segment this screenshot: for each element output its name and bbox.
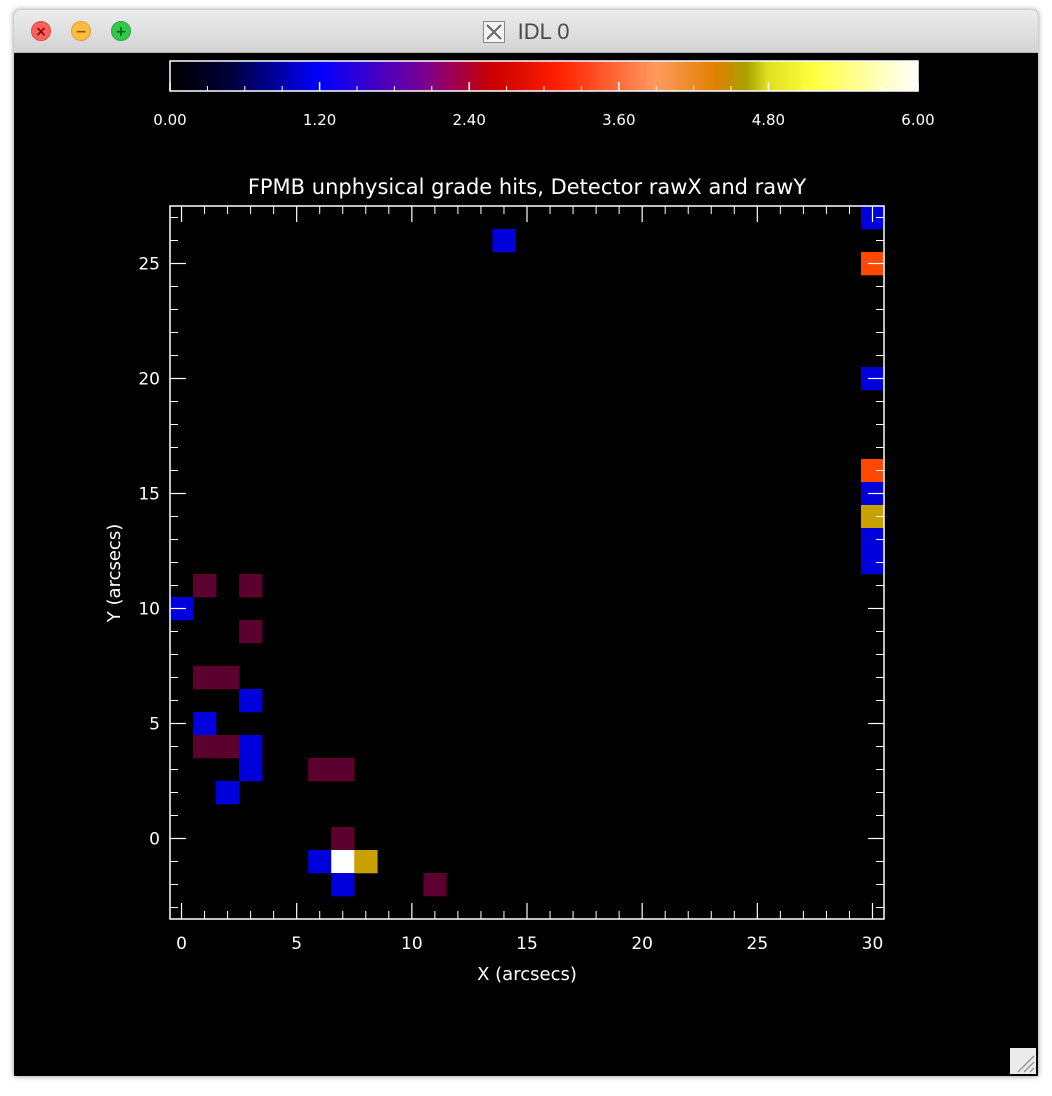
- colorbar-tick-label: 1.20: [303, 111, 336, 129]
- heatmap-cell: [331, 758, 355, 782]
- heatmap-cell: [239, 574, 263, 598]
- chart-title: FPMB unphysical grade hits, Detector raw…: [248, 175, 807, 199]
- heatmap-cell: [860, 459, 885, 483]
- x-tick-label: 25: [747, 934, 769, 954]
- heatmap-cell: [193, 735, 217, 759]
- x-tick-label: 20: [631, 934, 653, 954]
- heatmap-cell: [193, 574, 217, 598]
- heatmap-cell: [193, 712, 217, 736]
- heatmap-cell: [308, 758, 332, 782]
- resize-grip[interactable]: [1010, 1048, 1036, 1074]
- heatmap-cell: [331, 850, 355, 874]
- axes: 0 5 10 15 20 25 30 0 5 10 15 20 25: [138, 206, 884, 954]
- heatmap-cell: [331, 873, 355, 897]
- colorbar-tick-label: 3.60: [602, 111, 635, 129]
- colorbar-tick-label: 0.00: [153, 111, 186, 129]
- colorbar-tick-label: 6.00: [901, 111, 934, 129]
- heatmap-cell: [308, 850, 332, 874]
- x-tick-label: 30: [862, 934, 884, 954]
- heatmap-cell: [193, 666, 217, 690]
- heatmap-cell: [423, 873, 447, 897]
- heatmap-cell: [216, 781, 240, 805]
- y-tick-label: 0: [149, 830, 160, 850]
- x-tick-label: 5: [291, 934, 302, 954]
- close-icon: ×: [35, 24, 47, 40]
- minimize-icon: −: [75, 24, 87, 40]
- heatmap-cell: [239, 689, 263, 713]
- colorbar-tick-label: 2.40: [452, 111, 485, 129]
- minimize-button[interactable]: −: [71, 21, 91, 41]
- y-tick-label: 25: [138, 255, 160, 275]
- maximize-button[interactable]: +: [111, 21, 131, 41]
- close-button[interactable]: ×: [31, 21, 51, 41]
- heatmap-cells: [170, 206, 885, 897]
- y-tick-label: 10: [138, 600, 160, 620]
- resize-grip-icon: [1017, 1055, 1035, 1073]
- heatmap-cell: [216, 666, 240, 690]
- y-tick-label: 15: [138, 485, 160, 505]
- heatmap-cell: [331, 827, 355, 851]
- x-axis-label: X (arcsecs): [477, 964, 577, 985]
- y-tick-label: 5: [149, 715, 160, 735]
- y-axis-label: Y (arcsecs): [104, 524, 125, 623]
- x-tick-label: 10: [401, 934, 423, 954]
- heatmap-cell: [354, 850, 378, 874]
- heatmap-cell: [239, 758, 263, 782]
- heatmap-cell: [860, 551, 885, 575]
- colorbar-tick-label: 4.80: [752, 111, 785, 129]
- heatmap-cell: [239, 735, 263, 759]
- x-tick-label: 15: [516, 934, 538, 954]
- colorbar: 0.00 1.20 2.40 3.60 4.80 6.00: [153, 60, 935, 129]
- heatmap-cell: [492, 229, 516, 253]
- idl-window: × − + IDL 0 0.00 1.20 2.40 3.60 4.80 6.00 FPM…: [14, 10, 1038, 1076]
- heatmap-cell: [860, 505, 885, 529]
- y-tick-label: 20: [138, 370, 160, 390]
- heatmap-cell: [239, 620, 263, 644]
- window-title: IDL 0: [517, 19, 570, 44]
- maximize-icon: +: [115, 24, 127, 40]
- window-title-group: IDL 0: [14, 19, 1038, 45]
- plot-frame: [169, 205, 885, 920]
- plot-canvas: 0.00 1.20 2.40 3.60 4.80 6.00 FPMB unphysical…: [104, 60, 935, 985]
- title-bar: × − + IDL 0: [14, 10, 1038, 53]
- heatmap-cell: [216, 735, 240, 759]
- x11-icon: [482, 21, 505, 43]
- x-tick-label: 0: [176, 934, 187, 954]
- heatmap-cell: [860, 528, 885, 552]
